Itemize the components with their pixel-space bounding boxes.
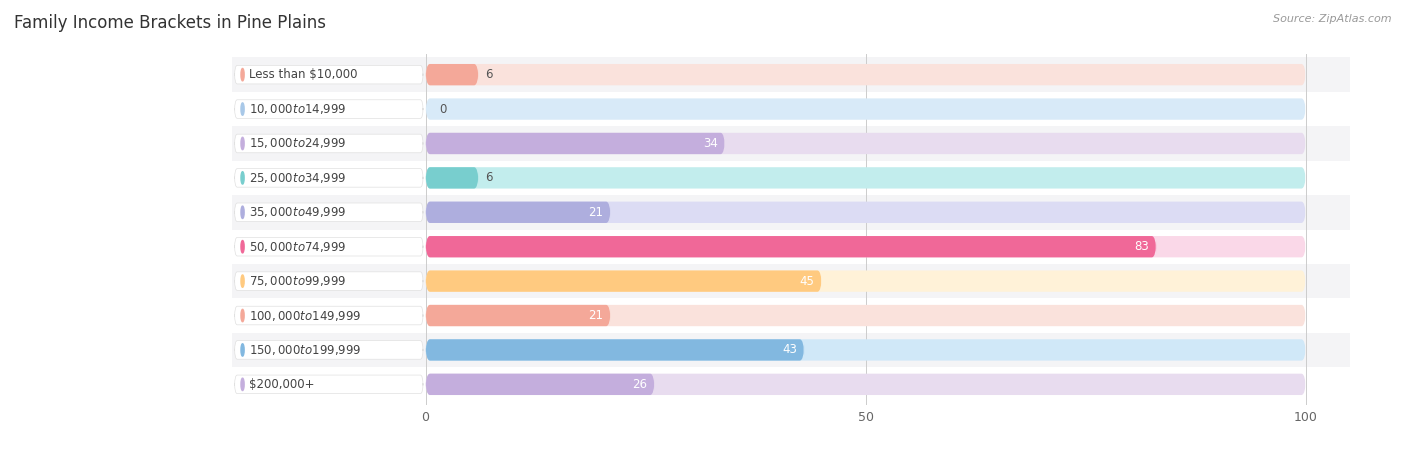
FancyBboxPatch shape bbox=[426, 339, 1306, 360]
FancyBboxPatch shape bbox=[426, 374, 654, 395]
Text: 26: 26 bbox=[633, 378, 647, 391]
FancyBboxPatch shape bbox=[235, 134, 423, 153]
Text: 6: 6 bbox=[485, 171, 494, 184]
Text: $150,000 to $199,999: $150,000 to $199,999 bbox=[249, 343, 361, 357]
FancyBboxPatch shape bbox=[426, 167, 1306, 189]
Text: 0: 0 bbox=[439, 103, 446, 116]
FancyBboxPatch shape bbox=[426, 133, 725, 154]
Circle shape bbox=[240, 68, 245, 81]
Circle shape bbox=[240, 172, 245, 184]
Text: $15,000 to $24,999: $15,000 to $24,999 bbox=[249, 136, 346, 150]
Circle shape bbox=[240, 103, 245, 115]
FancyBboxPatch shape bbox=[235, 375, 423, 394]
Text: Source: ZipAtlas.com: Source: ZipAtlas.com bbox=[1274, 14, 1392, 23]
FancyBboxPatch shape bbox=[426, 99, 1306, 120]
Circle shape bbox=[240, 137, 245, 150]
Text: $25,000 to $34,999: $25,000 to $34,999 bbox=[249, 171, 346, 185]
FancyBboxPatch shape bbox=[426, 167, 478, 189]
FancyBboxPatch shape bbox=[232, 126, 1350, 161]
FancyBboxPatch shape bbox=[232, 195, 1350, 230]
Circle shape bbox=[240, 275, 245, 287]
FancyBboxPatch shape bbox=[426, 202, 610, 223]
FancyBboxPatch shape bbox=[232, 161, 1350, 195]
FancyBboxPatch shape bbox=[426, 305, 1306, 326]
FancyBboxPatch shape bbox=[426, 374, 1306, 395]
FancyBboxPatch shape bbox=[426, 64, 478, 86]
Text: Family Income Brackets in Pine Plains: Family Income Brackets in Pine Plains bbox=[14, 14, 326, 32]
Circle shape bbox=[240, 240, 245, 253]
FancyBboxPatch shape bbox=[235, 341, 423, 359]
FancyBboxPatch shape bbox=[232, 92, 1350, 126]
Text: $200,000+: $200,000+ bbox=[249, 378, 314, 391]
FancyBboxPatch shape bbox=[426, 236, 1306, 257]
Text: $75,000 to $99,999: $75,000 to $99,999 bbox=[249, 274, 346, 288]
Circle shape bbox=[240, 206, 245, 219]
FancyBboxPatch shape bbox=[235, 169, 423, 187]
FancyBboxPatch shape bbox=[232, 230, 1350, 264]
FancyBboxPatch shape bbox=[235, 65, 423, 84]
Text: $10,000 to $14,999: $10,000 to $14,999 bbox=[249, 102, 346, 116]
Text: Less than $10,000: Less than $10,000 bbox=[249, 68, 357, 81]
Circle shape bbox=[240, 378, 245, 391]
FancyBboxPatch shape bbox=[426, 339, 804, 360]
FancyBboxPatch shape bbox=[426, 133, 1306, 154]
Text: 43: 43 bbox=[782, 343, 797, 356]
FancyBboxPatch shape bbox=[232, 264, 1350, 298]
FancyBboxPatch shape bbox=[232, 58, 1350, 92]
Text: $100,000 to $149,999: $100,000 to $149,999 bbox=[249, 309, 361, 323]
Text: 6: 6 bbox=[485, 68, 494, 81]
Text: 21: 21 bbox=[588, 206, 603, 219]
FancyBboxPatch shape bbox=[232, 333, 1350, 367]
FancyBboxPatch shape bbox=[426, 64, 1306, 86]
Text: $35,000 to $49,999: $35,000 to $49,999 bbox=[249, 205, 346, 219]
FancyBboxPatch shape bbox=[235, 306, 423, 325]
FancyBboxPatch shape bbox=[426, 270, 821, 292]
Text: $50,000 to $74,999: $50,000 to $74,999 bbox=[249, 240, 346, 254]
FancyBboxPatch shape bbox=[235, 272, 423, 290]
FancyBboxPatch shape bbox=[232, 367, 1350, 401]
Circle shape bbox=[240, 344, 245, 356]
FancyBboxPatch shape bbox=[232, 298, 1350, 333]
FancyBboxPatch shape bbox=[235, 203, 423, 221]
Text: 21: 21 bbox=[588, 309, 603, 322]
FancyBboxPatch shape bbox=[426, 202, 1306, 223]
FancyBboxPatch shape bbox=[426, 236, 1156, 257]
FancyBboxPatch shape bbox=[235, 238, 423, 256]
Circle shape bbox=[240, 309, 245, 322]
Text: 34: 34 bbox=[703, 137, 718, 150]
FancyBboxPatch shape bbox=[235, 100, 423, 118]
Text: 83: 83 bbox=[1135, 240, 1149, 253]
FancyBboxPatch shape bbox=[426, 270, 1306, 292]
Text: 45: 45 bbox=[800, 274, 814, 288]
FancyBboxPatch shape bbox=[426, 305, 610, 326]
